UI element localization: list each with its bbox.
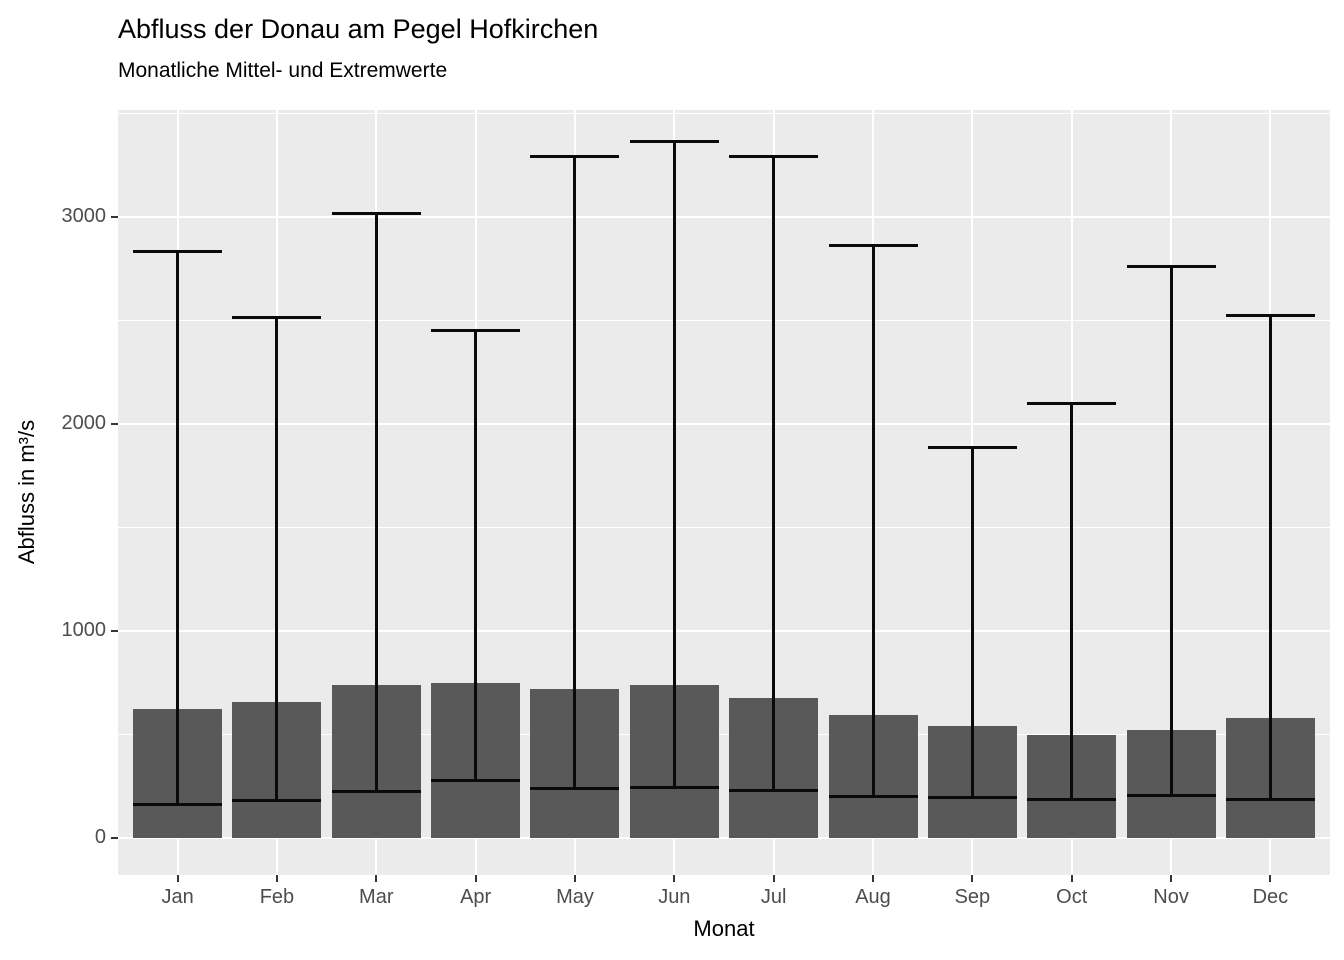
x-tick-mark — [673, 875, 676, 882]
x-tick-label-apr: Apr — [460, 886, 492, 908]
errorbar-cap-max-apr — [431, 328, 521, 332]
y-tick-mark — [111, 216, 118, 218]
chart-subtitle: Monatliche Mittel- und Extremwerte — [118, 59, 448, 82]
chart-title: Abfluss der Donau am Pegel Hofkirchen — [118, 14, 599, 44]
y-axis-title: Abfluss in m³/s — [14, 419, 39, 565]
y-major-gridline — [118, 837, 1330, 839]
y-tick-label: 1000 — [61, 619, 107, 642]
errorbar-cap-max-may — [530, 154, 620, 158]
errorbar-line-dec — [1268, 315, 1272, 799]
x-tick-mark — [176, 875, 179, 882]
x-tick-label-nov: Nov — [1153, 886, 1189, 908]
errorbar-cap-max-jun — [629, 140, 719, 144]
x-tick-label-may: May — [556, 886, 594, 908]
x-tick-label-mar: Mar — [359, 886, 394, 908]
errorbar-cap-max-jul — [729, 154, 819, 158]
y-minor-gridline — [118, 113, 1330, 114]
x-tick-label-jan: Jan — [161, 886, 194, 908]
x-tick-label-dec: Dec — [1252, 886, 1289, 908]
errorbar-cap-max-dec — [1225, 314, 1315, 318]
y-tick-label: 0 — [94, 826, 106, 849]
x-tick-mark — [375, 875, 378, 882]
x-tick-mark — [573, 875, 576, 882]
x-tick-label-oct: Oct — [1056, 886, 1088, 908]
errorbar-line-jun — [672, 141, 676, 788]
y-minor-gridline — [118, 734, 1330, 735]
errorbar-line-apr — [474, 329, 478, 781]
x-tick-mark — [772, 875, 775, 882]
x-tick-mark — [971, 875, 974, 882]
x-tick-mark — [474, 875, 477, 882]
plot-panel — [118, 110, 1330, 875]
errorbar-line-oct — [1070, 403, 1074, 799]
errorbar-cap-min-aug — [828, 794, 918, 798]
errorbar-line-sep — [970, 446, 974, 797]
errorbar-line-aug — [871, 244, 875, 796]
y-tick-mark — [111, 630, 118, 632]
y-tick-label: 3000 — [61, 205, 107, 228]
errorbar-cap-min-nov — [1126, 793, 1216, 797]
y-major-gridline — [118, 630, 1330, 632]
errorbar-cap-min-apr — [431, 779, 521, 783]
errorbar-cap-max-oct — [1027, 402, 1117, 406]
y-major-gridline — [118, 423, 1330, 425]
errorbar-cap-min-mar — [331, 790, 421, 794]
errorbar-line-feb — [275, 317, 279, 800]
errorbar-line-mar — [374, 212, 378, 792]
y-tick-label: 2000 — [61, 412, 107, 435]
errorbar-cap-min-jul — [729, 789, 819, 793]
y-tick-mark — [111, 837, 118, 839]
x-tick-mark — [275, 875, 278, 882]
errorbar-cap-max-jan — [133, 250, 223, 254]
errorbar-line-jan — [176, 251, 180, 804]
y-major-gridline — [118, 216, 1330, 218]
errorbar-cap-min-jun — [629, 786, 719, 790]
errorbar-cap-max-mar — [331, 211, 421, 215]
x-tick-mark — [1269, 875, 1272, 882]
x-tick-label-jun: Jun — [658, 886, 691, 908]
errorbar-cap-min-jan — [133, 802, 223, 806]
x-tick-mark — [1070, 875, 1073, 882]
errorbar-cap-max-feb — [232, 316, 322, 320]
errorbar-cap-max-sep — [927, 445, 1017, 449]
errorbar-line-may — [573, 155, 577, 789]
errorbar-cap-min-feb — [232, 798, 322, 802]
errorbar-cap-max-aug — [828, 243, 918, 247]
x-tick-label-sep: Sep — [954, 886, 991, 908]
errorbar-cap-min-sep — [927, 795, 1017, 799]
y-tick-mark — [111, 423, 118, 425]
errorbar-cap-max-nov — [1126, 264, 1216, 268]
x-tick-label-feb: Feb — [259, 886, 295, 908]
errorbar-cap-min-oct — [1027, 797, 1117, 801]
errorbar-cap-min-dec — [1225, 797, 1315, 801]
x-tick-label-aug: Aug — [855, 886, 891, 908]
x-tick-mark — [1170, 875, 1173, 882]
errorbar-line-jul — [772, 155, 776, 791]
y-minor-gridline — [118, 320, 1330, 321]
x-tick-label-jul: Jul — [760, 886, 787, 908]
x-tick-mark — [872, 875, 875, 882]
errorbar-line-nov — [1169, 265, 1173, 795]
errorbar-cap-min-may — [530, 787, 620, 791]
y-minor-gridline — [118, 527, 1330, 528]
x-axis-title: Monat — [693, 916, 755, 941]
